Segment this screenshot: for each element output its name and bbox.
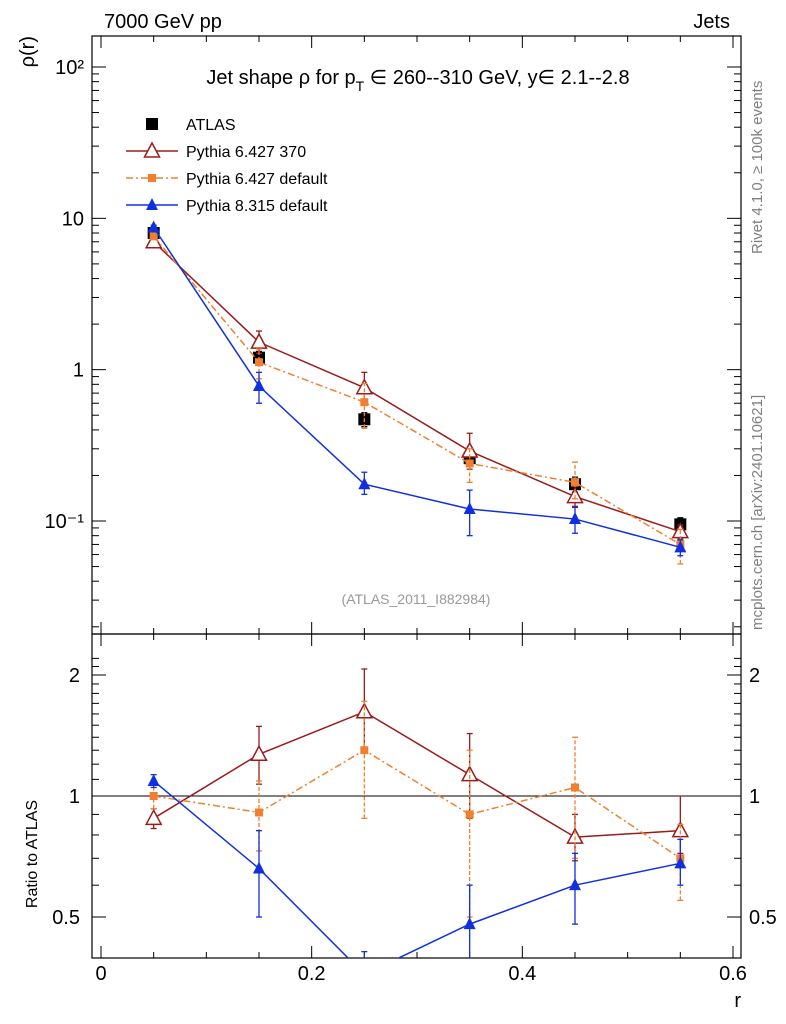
data-point-pythia-8-315-default	[674, 540, 687, 553]
legend-marker-atlas	[146, 118, 158, 130]
ratio-y-tick-label-right: 2	[749, 665, 760, 687]
data-point-pythia-8-315-default	[147, 773, 160, 786]
data-point-pythia-6-427-default	[149, 792, 158, 800]
mcplots-label: mcplots.cern.ch [arXiv:2401.10621]	[749, 395, 766, 630]
legend-label-pythia-6-427-default: Pythia 6.427 default	[186, 171, 328, 188]
data-point-pythia-6-427-370	[460, 765, 479, 782]
title-sub: T	[356, 78, 365, 94]
series-line-pythia-8-315-default	[153, 780, 681, 958]
legend-marker-pythia-6-427-370	[143, 141, 161, 158]
main-y-tick-label: 10⁻¹	[45, 511, 85, 533]
series-line-pythia-8-315-default	[153, 227, 681, 549]
x-tick-label: 0	[95, 963, 106, 985]
data-point-pythia-8-315-default	[463, 502, 476, 515]
data-point-pythia-8-315-default	[358, 967, 370, 979]
series-line-pythia-6-427-default	[153, 235, 681, 546]
data-point-pythia-8-315-default	[674, 856, 687, 869]
data-point-pythia-6-427-default	[149, 232, 158, 241]
data-point-pythia-8-315-default	[147, 220, 160, 233]
data-point-pythia-6-427-370	[250, 744, 268, 762]
main-y-tick-label: 10²	[55, 57, 84, 79]
data-point-pythia-6-427-default	[255, 358, 263, 367]
x-tick-label: 0.4	[508, 963, 536, 985]
legend-marker-pythia-8-315-default	[146, 198, 158, 210]
ratio-y-axis-label: Ratio to ATLAS	[24, 800, 41, 908]
main-axis-ticks: 10⁻¹ 1 10 10²	[45, 36, 741, 634]
ratio-axis-ticks: 0.5 0.5 1 1 2 2 0 0.2 0.4 0.6	[52, 634, 777, 985]
rivet-version-label: Rivet 4.1.0, ≥ 100k events	[749, 81, 766, 254]
data-point-pythia-6-427-370	[144, 808, 163, 826]
analysis-label: (ATLAS_2011_I882984)	[342, 591, 491, 607]
energy-label: 7000 GeV pp	[104, 11, 222, 33]
legend-label-pythia-8-315-default: Pythia 8.315 default	[186, 198, 328, 215]
series-line-pythia-6-427-370	[153, 241, 681, 533]
ratio-y-tick-label-right: 1	[749, 786, 760, 808]
data-point-pythia-6-427-default	[465, 810, 474, 819]
data-point-pythia-8-315-default	[253, 861, 265, 874]
plot-title: Jet shape ρ for pT ∈ 260--310 GeV, y∈ 2.…	[206, 67, 629, 94]
ratio-y-tick-label: 0.5	[52, 907, 80, 929]
data-point-pythia-8-315-default	[253, 378, 265, 391]
legend: ATLAS Pythia 6.427 370 Pythia 6.427 defaul…	[126, 117, 328, 215]
data-point-pythia-6-427-370	[250, 332, 268, 349]
data-point-pythia-8-315-default	[569, 878, 581, 891]
ratio-clip-group	[144, 668, 690, 979]
x-axis-label: r	[734, 990, 741, 1012]
main-y-tick-label: 10	[62, 208, 84, 230]
data-point-pythia-6-427-370	[355, 378, 374, 395]
main-series	[144, 220, 690, 565]
ratio-y-tick-label: 1	[69, 786, 80, 808]
legend-label-atlas: ATLAS	[186, 117, 236, 134]
main-clip-group	[144, 220, 690, 565]
data-point-pythia-8-315-default	[358, 477, 371, 490]
title-suffix: ∈ 260--310 GeV, y∈ 2.1--2.8	[364, 67, 629, 89]
x-tick-label: 0.2	[298, 963, 326, 985]
ratio-y-tick-label-right: 0.5	[749, 907, 777, 929]
legend-marker-pythia-6-427-default	[148, 174, 156, 182]
x-tick-label: 0.6	[719, 963, 747, 985]
data-point-pythia-6-427-default	[255, 808, 263, 817]
series-line-pythia-6-427-370	[153, 710, 681, 838]
series-line-pythia-6-427-default	[153, 749, 681, 859]
main-y-axis-label: ρ(r)	[17, 36, 39, 67]
title-mid: for p	[310, 67, 356, 89]
data-point-pythia-8-315-default	[463, 917, 476, 930]
ratio-y-tick-label: 2	[69, 665, 80, 687]
data-point-pythia-8-315-default	[569, 512, 581, 525]
data-point-pythia-6-427-default	[571, 783, 579, 792]
title-prefix: Jet shape	[206, 67, 298, 89]
data-point-pythia-6-427-default	[360, 398, 369, 407]
legend-label-pythia-6-427-370: Pythia 6.427 370	[186, 144, 306, 161]
title-rho: ρ	[299, 67, 310, 89]
data-point-pythia-6-427-default	[465, 459, 474, 468]
process-label: Jets	[693, 11, 730, 33]
data-point-pythia-6-427-370	[355, 702, 374, 719]
ratio-series	[144, 668, 690, 979]
data-point-pythia-6-427-default	[571, 478, 579, 487]
main-y-tick-label: 1	[73, 360, 84, 382]
data-point-pythia-6-427-default	[360, 746, 369, 755]
